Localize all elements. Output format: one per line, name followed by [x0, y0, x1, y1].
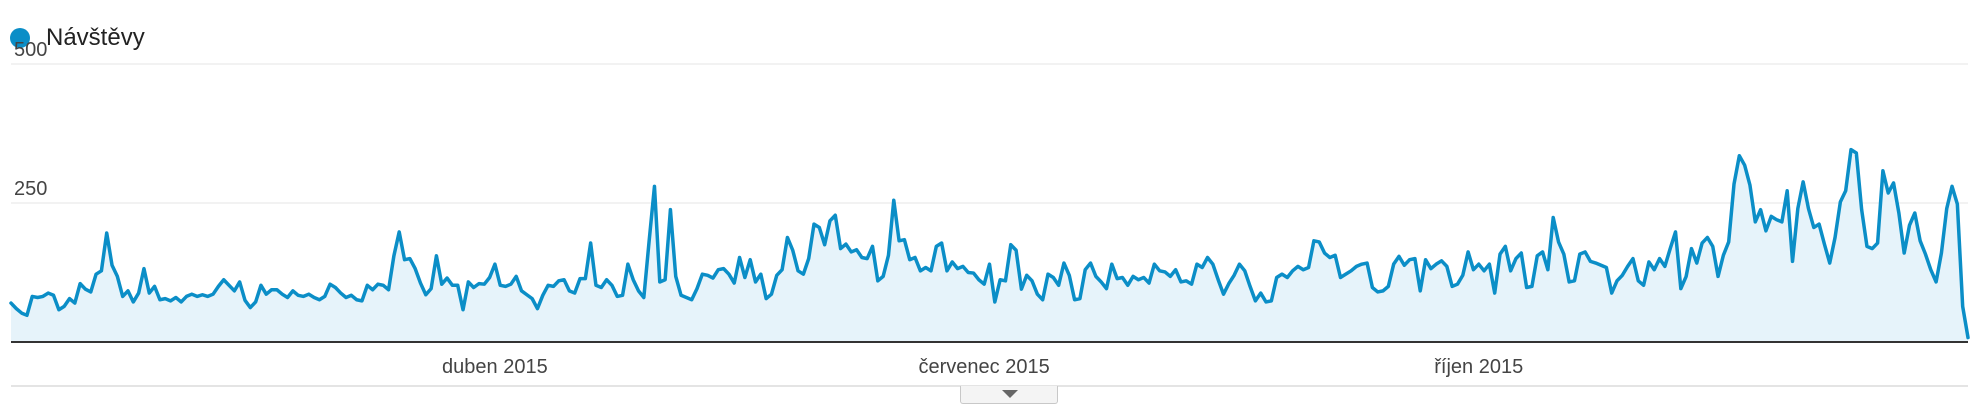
- y-tick-label-250: 250: [14, 178, 47, 200]
- chart-range-handle[interactable]: [960, 386, 1058, 404]
- chevron-down-icon: [1002, 390, 1018, 398]
- legend-series-dot: [10, 28, 30, 48]
- x-tick-label-2: říjen 2015: [1434, 356, 1523, 378]
- series-area-fill: [11, 149, 1968, 342]
- x-tick-label-0: duben 2015: [442, 356, 548, 378]
- y-tick-label-500: 500: [14, 39, 47, 61]
- legend-label: Návštěvy: [46, 24, 145, 51]
- x-tick-label-1: červenec 2015: [919, 356, 1050, 378]
- chart-legend: Návštěvy: [10, 24, 145, 52]
- series-line-navstevy: [9, 147, 1970, 340]
